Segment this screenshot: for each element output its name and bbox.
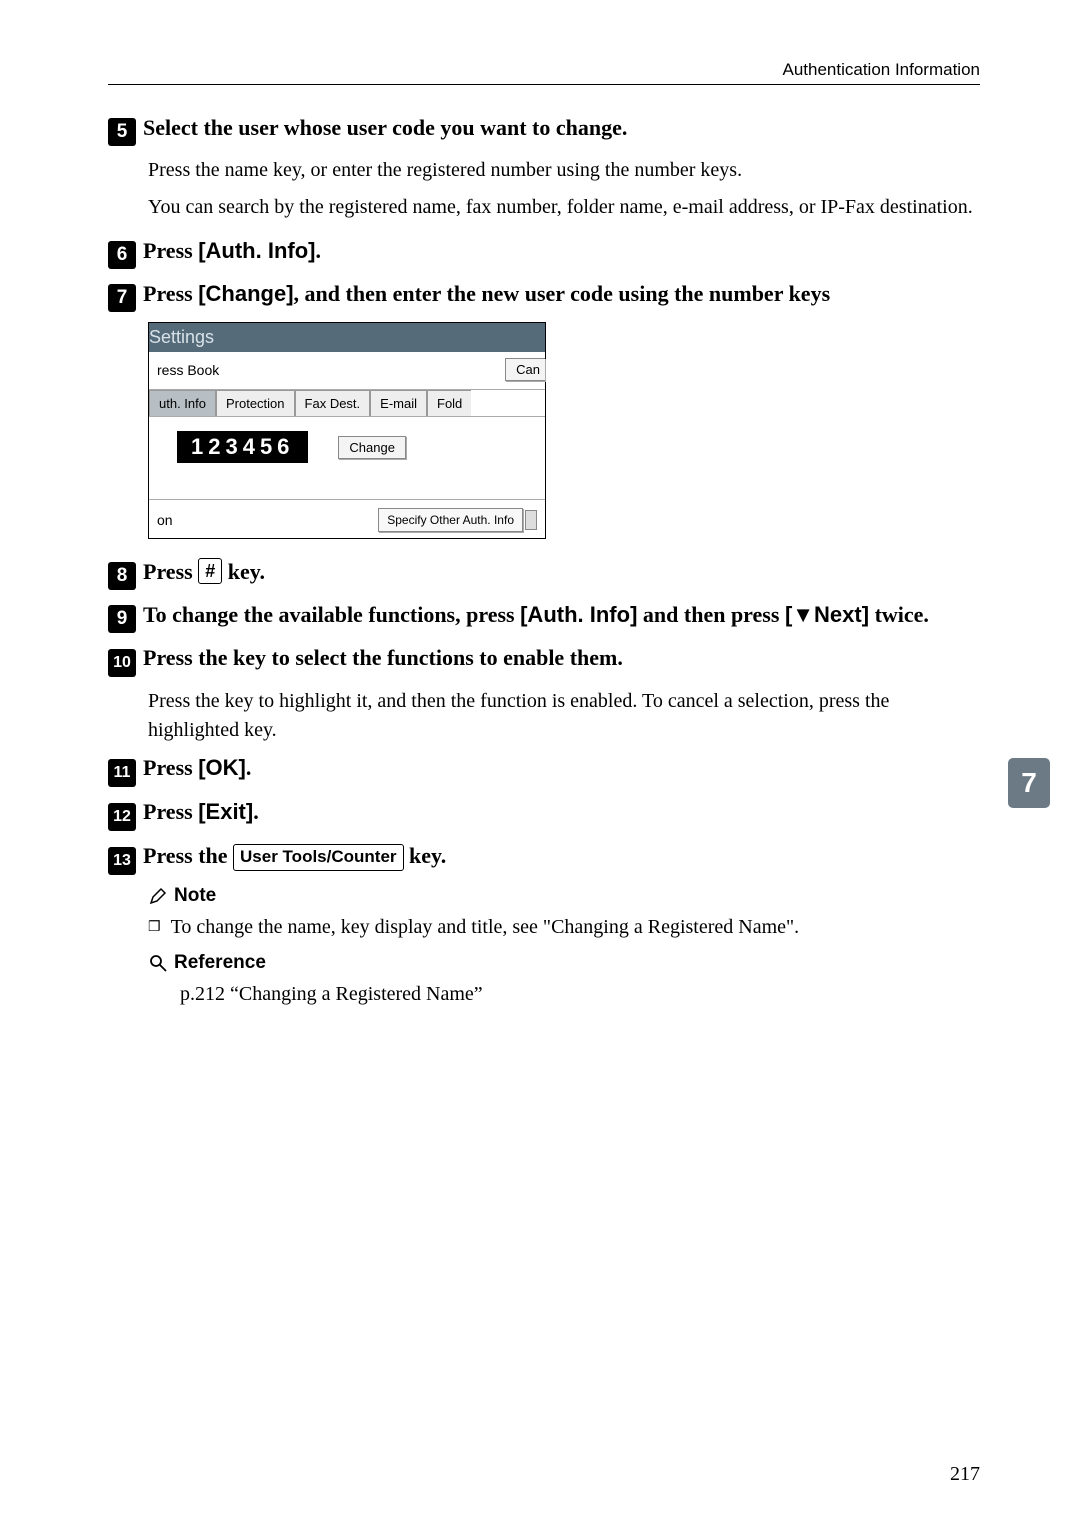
step-11-pre: Press bbox=[143, 755, 198, 780]
note-heading: Note bbox=[148, 885, 980, 907]
step-11-text: Press [OK]. bbox=[143, 753, 251, 783]
pencil-icon bbox=[148, 886, 168, 906]
ss-specify-button[interactable]: Specify Other Auth. Info bbox=[378, 508, 523, 532]
step-num-10: 10 bbox=[108, 649, 136, 677]
step-num-11: 11 bbox=[108, 759, 136, 787]
step-5-text: Select the user whose user code you want… bbox=[143, 113, 627, 143]
step-7-text: Press [Change], and then enter the new u… bbox=[143, 279, 830, 309]
step-5-body-2: You can search by the registered name, f… bbox=[148, 193, 980, 222]
chapter-tab: 7 bbox=[1008, 758, 1050, 808]
reference-heading: Reference bbox=[148, 952, 980, 974]
step-6: 6 Press [Auth. Info]. bbox=[108, 236, 980, 267]
step-9: 9 To change the available functions, pre… bbox=[108, 600, 980, 631]
step-num-13: 13 bbox=[108, 847, 136, 875]
step-13-post: key. bbox=[404, 843, 447, 868]
step-5: 5 Select the user whose user code you wa… bbox=[108, 113, 980, 144]
step-8-text: Press # key. bbox=[143, 557, 265, 587]
step-num-6: 6 bbox=[108, 241, 136, 269]
ss-tabs: uth. Info Protection Fax Dest. E-mail Fo… bbox=[149, 390, 545, 417]
step-num-8: 8 bbox=[108, 562, 136, 590]
step-13: 13 Press the User Tools/Counter key. bbox=[108, 841, 980, 873]
step-6-btn: [Auth. Info] bbox=[198, 238, 315, 263]
ss-usercode: 123456 bbox=[177, 431, 308, 463]
step-6-post: . bbox=[316, 238, 322, 263]
step-11-post: . bbox=[246, 755, 252, 780]
step-10-body: Press the key to highlight it, and then … bbox=[148, 687, 980, 745]
step-num-9: 9 bbox=[108, 605, 136, 633]
step-10: 10 Press the key to select the functions… bbox=[108, 643, 980, 675]
step-9-br-close: Next] bbox=[814, 602, 869, 627]
step-8: 8 Press # key. bbox=[108, 557, 980, 588]
step-11: 11 Press [OK]. bbox=[108, 753, 980, 785]
step-12-post: . bbox=[253, 799, 259, 824]
reference-text: p.212 “Changing a Registered Name” bbox=[180, 980, 980, 1009]
usertools-key: User Tools/Counter bbox=[233, 844, 403, 871]
note-bullet: ❒ To change the name, key display and ti… bbox=[148, 913, 980, 942]
step-6-pre: Press bbox=[143, 238, 198, 263]
page-number: 217 bbox=[950, 1463, 980, 1486]
reference-head-text: Reference bbox=[174, 952, 266, 974]
ss-on: on bbox=[155, 512, 173, 528]
step-9-btn1: [Auth. Info] bbox=[520, 602, 637, 627]
step-6-text: Press [Auth. Info]. bbox=[143, 236, 321, 266]
step-num-5: 5 bbox=[108, 118, 136, 146]
step-9-text: To change the available functions, press… bbox=[143, 600, 929, 630]
step-9-b: and then press bbox=[637, 602, 785, 627]
step-12-pre: Press bbox=[143, 799, 198, 824]
step-13-text: Press the User Tools/Counter key. bbox=[143, 841, 446, 872]
note-bullet-text: To change the name, key display and titl… bbox=[171, 913, 800, 942]
hash-key-icon: # bbox=[198, 558, 222, 584]
ss-tab-folder[interactable]: Fold bbox=[427, 390, 471, 416]
ss-title: Settings bbox=[149, 323, 545, 352]
step-9-c: twice. bbox=[869, 602, 929, 627]
step-7-btn: [Change] bbox=[198, 281, 293, 306]
step-9-a: To change the available functions, press bbox=[143, 602, 520, 627]
search-icon bbox=[148, 953, 168, 973]
ss-ressbook: ress Book bbox=[155, 362, 219, 378]
step-12-btn: [Exit] bbox=[198, 799, 253, 824]
step-8-post: key. bbox=[222, 559, 265, 584]
step-12: 12 Press [Exit]. bbox=[108, 797, 980, 829]
ss-tab-faxdest[interactable]: Fax Dest. bbox=[295, 390, 371, 416]
step-10-text: Press the key to select the functions to… bbox=[143, 643, 623, 673]
ss-tab-protection[interactable]: Protection bbox=[216, 390, 295, 416]
step-num-7: 7 bbox=[108, 284, 136, 312]
step-12-text: Press [Exit]. bbox=[143, 797, 259, 827]
step-11-btn: [OK] bbox=[198, 755, 246, 780]
step-8-pre: Press bbox=[143, 559, 198, 584]
ss-tab-auth[interactable]: uth. Info bbox=[149, 390, 216, 416]
settings-screenshot: Settings ress Book Can uth. Info Protect… bbox=[148, 322, 546, 539]
ss-cancel-partial[interactable]: Can bbox=[505, 358, 545, 381]
header-section: Authentication Information bbox=[108, 60, 980, 85]
ss-toggle[interactable] bbox=[525, 510, 537, 530]
step-5-body-1: Press the name key, or enter the registe… bbox=[148, 156, 980, 185]
step-13-pre: Press the bbox=[143, 843, 233, 868]
step-num-12: 12 bbox=[108, 803, 136, 831]
note-head-text: Note bbox=[174, 885, 216, 907]
step-7-pre: Press bbox=[143, 281, 198, 306]
step-7: 7 Press [Change], and then enter the new… bbox=[108, 279, 980, 310]
down-tri-icon: ▼ bbox=[792, 602, 814, 627]
bullet-icon: ❒ bbox=[148, 918, 161, 947]
ss-tab-email[interactable]: E-mail bbox=[370, 390, 427, 416]
step-7-post: , and then enter the new user code using… bbox=[294, 281, 831, 306]
ss-change-button[interactable]: Change bbox=[338, 436, 406, 459]
step-9-btn2: [▼Next] bbox=[785, 602, 869, 627]
